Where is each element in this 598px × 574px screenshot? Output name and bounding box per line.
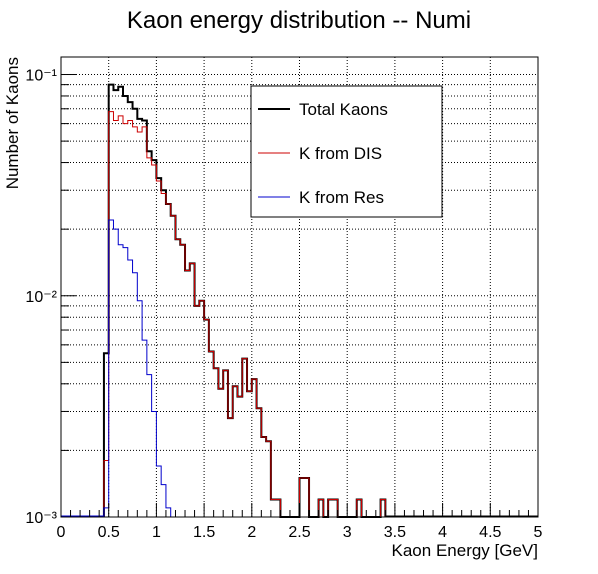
x-tick-label: 4	[438, 524, 447, 541]
x-tick-label: 1	[152, 524, 161, 541]
x-tick-label: 0.5	[98, 524, 120, 541]
y-axis-title: Number of Kaons	[3, 57, 22, 189]
x-tick-label: 3.5	[384, 524, 406, 541]
series-k-from-res	[103, 219, 176, 518]
legend: Total Kaons K from DIS K from Res	[250, 85, 443, 218]
legend-label-k-from-dis: K from DIS	[299, 144, 382, 163]
x-tick-label: 3	[343, 524, 352, 541]
y-tick-label: 10⁻²	[25, 289, 57, 306]
legend-label-total-kaons: Total Kaons	[299, 100, 388, 119]
x-tick-label: 2	[247, 524, 256, 541]
x-tick-label: 1.5	[193, 524, 215, 541]
x-axis-title: Kaon Energy [GeV]	[392, 541, 538, 560]
chart-title: Kaon energy distribution -- Numi	[127, 7, 471, 34]
y-tick-label: 10⁻¹	[25, 68, 57, 85]
axes: 0 0.5 1 1.5 2 2.5 3 3.5 4 4.5 5 10⁻³ 10⁻² 10⁻¹	[25, 68, 542, 541]
legend-label-k-from-res: K from Res	[299, 188, 384, 207]
x-tick-label: 2.5	[288, 524, 310, 541]
legend-box	[250, 85, 443, 218]
x-tick-label: 4.5	[479, 524, 501, 541]
x-tick-label: 0	[57, 524, 66, 541]
x-tick-label: 5	[534, 524, 543, 541]
y-tick-label: 10⁻³	[25, 510, 57, 527]
